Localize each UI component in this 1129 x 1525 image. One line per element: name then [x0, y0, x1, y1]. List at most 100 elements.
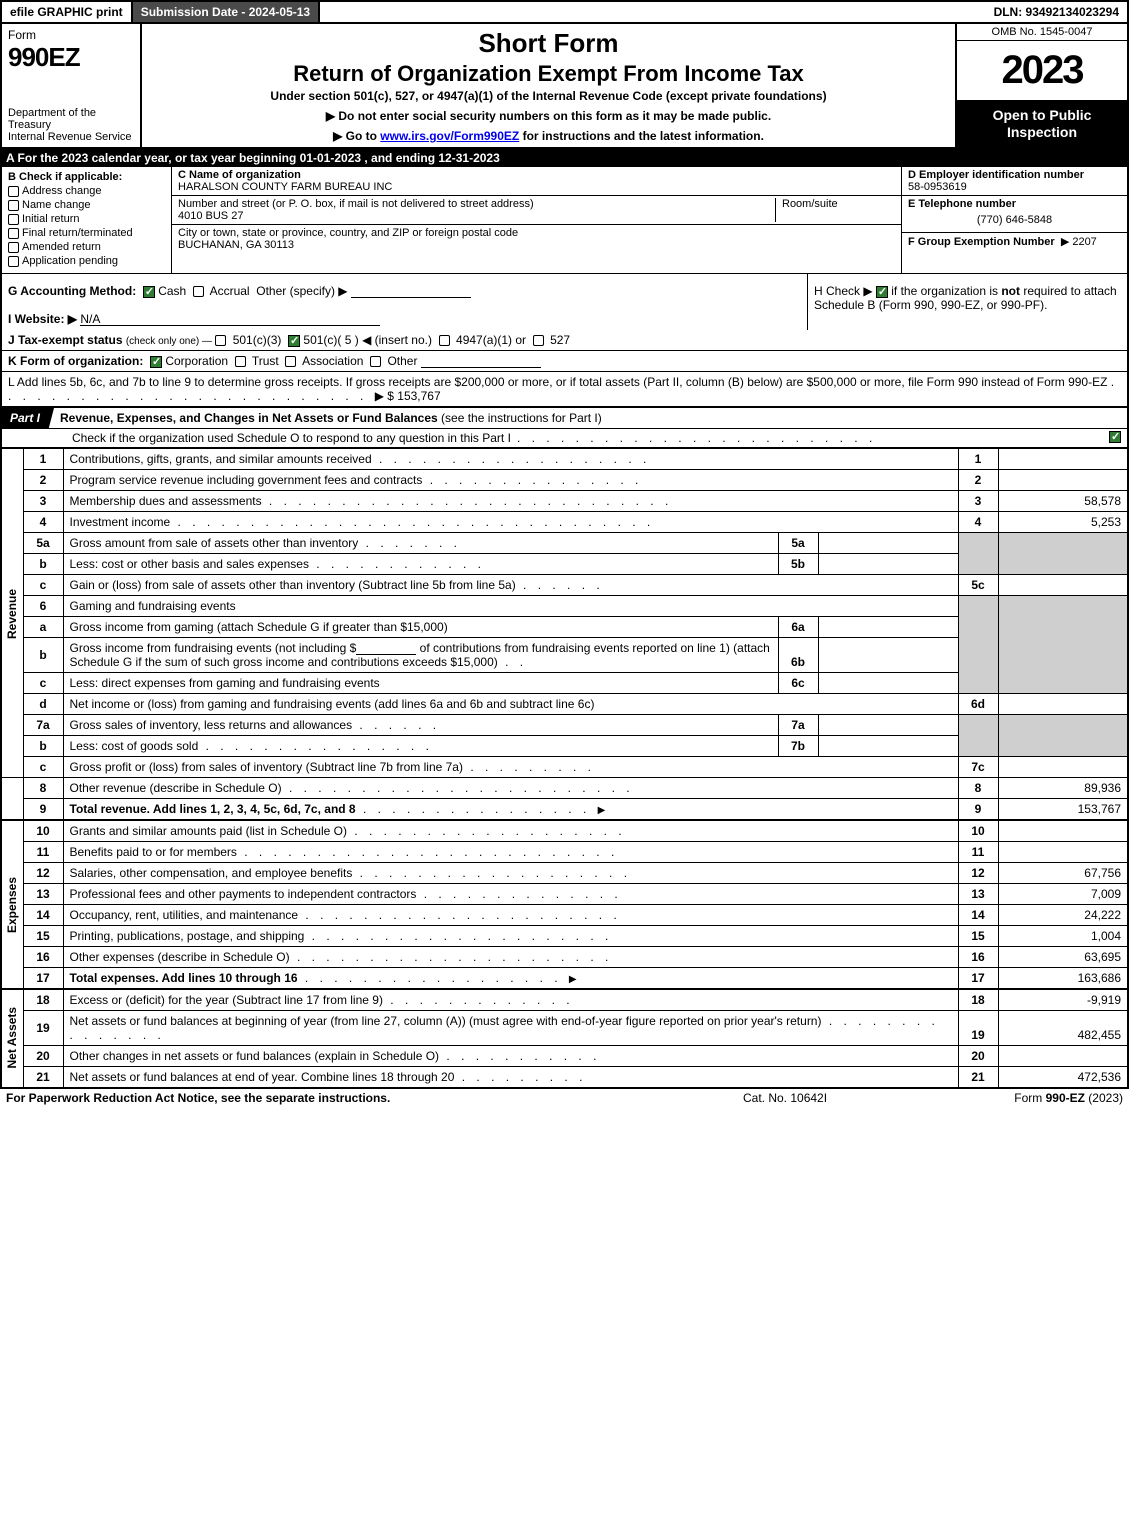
table-row: 13 Professional fees and other payments … — [1, 884, 1128, 905]
line-rnum: 19 — [958, 1011, 998, 1046]
line-num: 14 — [23, 905, 63, 926]
row-l: L Add lines 5b, 6c, and 7b to line 9 to … — [0, 372, 1129, 408]
shaded-cell — [998, 596, 1128, 694]
irs-link[interactable]: www.irs.gov/Form990EZ — [380, 129, 519, 143]
col-g: G Accounting Method: Cash Accrual Other … — [2, 274, 807, 330]
shaded-cell — [998, 715, 1128, 757]
table-row: Expenses 10 Grants and similar amounts p… — [1, 820, 1128, 842]
chk-label: Address change — [22, 185, 102, 197]
table-row: Revenue 1 Contributions, gifts, grants, … — [1, 449, 1128, 470]
ein-label: D Employer identification number — [908, 169, 1084, 181]
chk-final-return[interactable]: Final return/terminated — [8, 227, 165, 239]
header-center: Short Form Return of Organization Exempt… — [142, 24, 957, 147]
inline-val — [818, 715, 958, 736]
line-rnum: 2 — [958, 470, 998, 491]
department-label: Department of the Treasury Internal Reve… — [8, 107, 134, 143]
tax-year: 2023 — [957, 41, 1127, 101]
line-rnum: 9 — [958, 799, 998, 821]
checkbox-checked-icon — [150, 356, 162, 368]
chk-name-change[interactable]: Name change — [8, 199, 165, 211]
line-rnum: 20 — [958, 1046, 998, 1067]
efile-print-label: efile GRAPHIC print — [2, 2, 131, 22]
inline-val — [818, 638, 958, 673]
opt-527: 527 — [550, 333, 570, 347]
checkbox-icon — [285, 356, 296, 367]
cash-label: Cash — [158, 284, 186, 298]
line-desc: Contributions, gifts, grants, and simila… — [63, 449, 958, 470]
city-label: City or town, state or province, country… — [178, 227, 895, 239]
line-rnum: 17 — [958, 968, 998, 990]
line-val: 472,536 — [998, 1067, 1128, 1088]
line-val — [998, 470, 1128, 491]
line-val — [998, 842, 1128, 863]
line-num: 19 — [23, 1011, 63, 1046]
line-num: b — [23, 638, 63, 673]
shaded-cell — [998, 533, 1128, 575]
table-row: 9 Total revenue. Add lines 1, 2, 3, 4, 5… — [1, 799, 1128, 821]
phone-value: (770) 646-5848 — [908, 210, 1121, 230]
street-label: Number and street (or P. O. box, if mail… — [178, 198, 534, 210]
line-num: 12 — [23, 863, 63, 884]
line-val: 482,455 — [998, 1011, 1128, 1046]
chk-amended-return[interactable]: Amended return — [8, 241, 165, 253]
chk-address-change[interactable]: Address change — [8, 185, 165, 197]
expenses-vert-label: Expenses — [1, 820, 23, 989]
line-val — [998, 575, 1128, 596]
line-num: 17 — [23, 968, 63, 990]
line-val: 89,936 — [998, 778, 1128, 799]
accounting-method-label: G Accounting Method: — [8, 284, 136, 298]
line-rnum: 10 — [958, 820, 998, 842]
row-k: K Form of organization: Corporation Trus… — [0, 351, 1129, 372]
chk-label: Name change — [22, 199, 91, 211]
arrow-icon — [598, 802, 606, 816]
netassets-vert-label: Net Assets — [1, 989, 23, 1088]
line-num: 11 — [23, 842, 63, 863]
line-desc: Gross sales of inventory, less returns a… — [63, 715, 778, 736]
opt-501c3: 501(c)(3) — [233, 333, 282, 347]
website-value: N/A — [80, 312, 380, 326]
inline-num: 6b — [778, 638, 818, 673]
checkbox-icon — [8, 228, 19, 239]
table-row: 15 Printing, publications, postage, and … — [1, 926, 1128, 947]
line-desc: Occupancy, rent, utilities, and maintena… — [63, 905, 958, 926]
table-row: d Net income or (loss) from gaming and f… — [1, 694, 1128, 715]
table-row: 5a Gross amount from sale of assets othe… — [1, 533, 1128, 554]
short-form-title: Short Form — [150, 28, 947, 59]
chk-application-pending[interactable]: Application pending — [8, 255, 165, 267]
omb-number: OMB No. 1545-0047 — [957, 24, 1127, 41]
blank-amount — [356, 641, 416, 655]
go-to-prefix: ▶ Go to — [333, 129, 380, 143]
inline-val — [818, 533, 958, 554]
table-row: c Gross profit or (loss) from sales of i… — [1, 757, 1128, 778]
dln-label: DLN: 93492134023294 — [986, 2, 1127, 22]
line-rnum: 21 — [958, 1067, 998, 1088]
line-val — [998, 820, 1128, 842]
table-row: 21 Net assets or fund balances at end of… — [1, 1067, 1128, 1088]
inline-num: 6c — [778, 673, 818, 694]
line-num: 20 — [23, 1046, 63, 1067]
line-desc: Total expenses. Add lines 10 through 16 … — [63, 968, 958, 990]
inline-num: 5a — [778, 533, 818, 554]
line-rnum: 8 — [958, 778, 998, 799]
col-h: H Check ▶ if the organization is not req… — [807, 274, 1127, 330]
table-row: c Gain or (loss) from sale of assets oth… — [1, 575, 1128, 596]
row-j: J Tax-exempt status (check only one) — 5… — [0, 330, 1129, 351]
table-row: 16 Other expenses (describe in Schedule … — [1, 947, 1128, 968]
cat-no: Cat. No. 10642I — [743, 1091, 943, 1105]
opt-other: Other — [387, 354, 417, 368]
checkbox-icon — [8, 186, 19, 197]
line-desc: Professional fees and other payments to … — [63, 884, 958, 905]
other-org-line — [421, 354, 541, 368]
line-val — [998, 694, 1128, 715]
line-rnum: 16 — [958, 947, 998, 968]
chk-initial-return[interactable]: Initial return — [8, 213, 165, 225]
checkbox-icon — [8, 200, 19, 211]
line-desc: Gross profit or (loss) from sales of inv… — [63, 757, 958, 778]
line-desc: Salaries, other compensation, and employ… — [63, 863, 958, 884]
line-desc: Other expenses (describe in Schedule O) … — [63, 947, 958, 968]
line-val: 7,009 — [998, 884, 1128, 905]
line-num: 15 — [23, 926, 63, 947]
phone-label: E Telephone number — [908, 198, 1016, 210]
inline-val — [818, 554, 958, 575]
checkbox-icon — [370, 356, 381, 367]
